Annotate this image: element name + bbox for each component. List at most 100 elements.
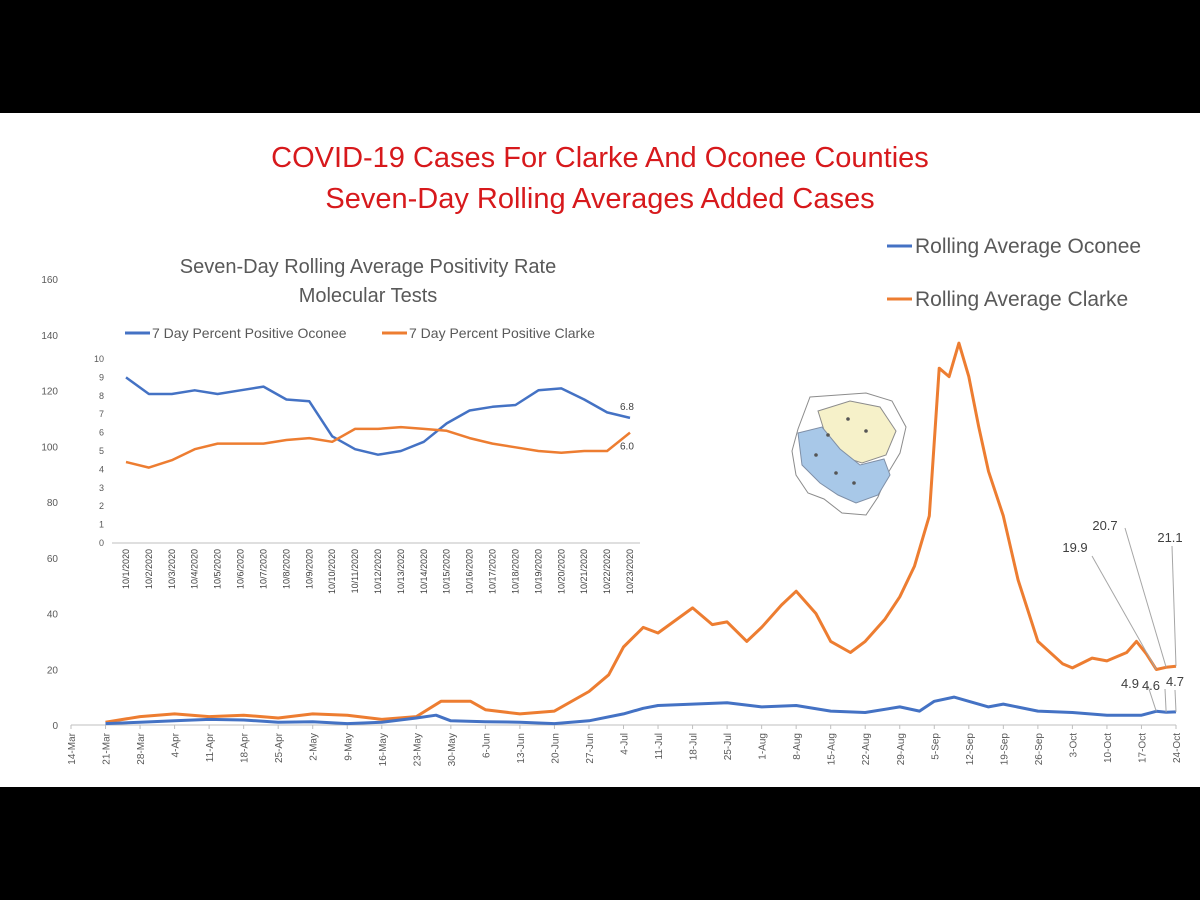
inset-x-tick-label: 10/8/2020 (281, 549, 291, 589)
inset-x-tick-label: 10/21/2020 (579, 549, 589, 594)
map-town-dot (846, 417, 850, 421)
map-town-dot (852, 481, 856, 485)
map-town-dot (826, 433, 830, 437)
inset-x-tick-label: 10/13/2020 (396, 549, 406, 594)
x-tick-label: 9-May (343, 733, 354, 761)
inset-y-tick-label: 4 (99, 464, 104, 474)
data-label: 4.7 (1166, 674, 1184, 689)
x-tick-label: 11-Jul (654, 733, 665, 760)
map-town-dot (864, 429, 868, 433)
page-title-line1: COVID-19 Cases For Clarke And Oconee Cou… (271, 142, 929, 174)
x-tick-label: 29-Aug (896, 733, 907, 765)
inset-x-tick-label: 10/5/2020 (213, 549, 223, 589)
chart-panel: COVID-19 Cases For Clarke And Oconee Cou… (0, 113, 1200, 787)
inset-y-tick-label: 2 (99, 501, 104, 511)
series-line-oconee (105, 695, 1177, 726)
map-town-dot (834, 471, 838, 475)
map-oconee-county (797, 426, 891, 504)
callout-leader (1164, 688, 1167, 713)
x-tick-label: 18-Jul (689, 733, 700, 760)
y-tick-label: 0 (52, 721, 58, 732)
x-tick-label: 27-Jun (585, 733, 596, 764)
inset-x-tick-label: 10/2/2020 (144, 549, 154, 589)
y-tick-label: 40 (47, 610, 59, 621)
callout-leader (1091, 555, 1157, 670)
x-tick-label: 13-Jun (516, 733, 527, 764)
positivity-inset-chart: Seven-Day Rolling Average Positivity Rat… (94, 256, 640, 594)
inset-x-tick-label: 10/6/2020 (236, 549, 246, 589)
x-tick-label: 10-Oct (1103, 733, 1114, 763)
inset-y-tick-label: 9 (99, 372, 104, 382)
x-tick-label: 5-Sep (930, 733, 941, 760)
x-tick-label: 24-Oct (1172, 733, 1183, 763)
inset-subtitle: Molecular Tests (299, 285, 438, 307)
x-tick-label: 3-Oct (1068, 733, 1079, 758)
y-tick-label: 20 (47, 665, 59, 676)
inset-y-tick-label: 10 (94, 354, 104, 364)
x-tick-label: 23-May (412, 733, 423, 766)
y-tick-label: 100 (41, 442, 58, 453)
inset-y-tick-label: 5 (99, 446, 104, 456)
y-tick-label: 120 (41, 387, 58, 398)
callout-leader (1171, 545, 1177, 667)
y-tick-label: 60 (47, 554, 59, 565)
inset-x-tick-label: 10/17/2020 (488, 549, 498, 594)
x-tick-label: 4-Jul (620, 733, 631, 755)
inset-data-label: 6.8 (620, 402, 634, 413)
series-line-clarke (105, 341, 1177, 724)
inset-y-tick-label: 1 (99, 520, 104, 530)
data-label: 19.9 (1062, 540, 1087, 555)
inset-x-tick-label: 10/9/2020 (304, 549, 314, 589)
x-tick-label: 28-Mar (136, 732, 147, 764)
y-tick-label: 80 (47, 498, 59, 509)
inset-x-tick-label: 10/14/2020 (419, 549, 429, 594)
inset-y-tick-label: 0 (99, 538, 104, 548)
x-tick-label: 15-Aug (827, 733, 838, 765)
callout-leader (1124, 527, 1167, 668)
inset-x-tick-label: 10/1/2020 (121, 549, 131, 589)
inset-x-tick-label: 10/11/2020 (350, 549, 360, 593)
x-tick-label: 14-Mar (67, 732, 78, 764)
inset-y-tick-label: 7 (99, 409, 104, 419)
inset-x-tick-label: 10/18/2020 (510, 549, 520, 594)
x-tick-label: 2-May (309, 733, 320, 761)
x-tick-label: 25-Apr (274, 732, 285, 763)
y-tick-label: 160 (41, 275, 58, 286)
legend-label: Rolling Average Oconee (915, 235, 1141, 258)
inset-series-line-clarke (125, 425, 631, 469)
inset-x-tick-label: 10/22/2020 (602, 549, 612, 594)
x-tick-label: 16-May (378, 733, 389, 766)
inset-title: Seven-Day Rolling Average Positivity Rat… (180, 256, 556, 278)
y-tick-label: 140 (41, 331, 58, 342)
inset-data-label: 6.0 (620, 442, 634, 453)
x-tick-label: 8-Aug (792, 733, 803, 760)
inset-x-tick-label: 10/15/2020 (442, 549, 452, 594)
inset-x-tick-label: 10/12/2020 (373, 549, 383, 594)
x-tick-label: 25-Jul (723, 733, 734, 760)
data-label: 4.6 (1142, 678, 1160, 693)
inset-legend-label: 7 Day Percent Positive Clarke (409, 325, 595, 341)
x-tick-label: 1-Aug (758, 733, 769, 760)
inset-y-tick-label: 3 (99, 483, 104, 493)
x-tick-label: 26-Sep (1034, 733, 1045, 766)
x-tick-label: 17-Oct (1137, 733, 1148, 763)
inset-legend-label: 7 Day Percent Positive Oconee (152, 325, 347, 341)
inset-x-tick-label: 10/20/2020 (556, 549, 566, 594)
x-tick-label: 22-Aug (861, 733, 872, 765)
inset-x-tick-label: 10/4/2020 (190, 549, 200, 589)
inset-x-tick-label: 10/16/2020 (465, 549, 475, 594)
callout-leader (1174, 689, 1177, 712)
x-tick-label: 6-Jun (481, 733, 492, 758)
x-tick-label: 30-May (447, 733, 458, 766)
page-title-line2: Seven-Day Rolling Averages Added Cases (325, 183, 875, 215)
inset-x-tick-label: 10/10/2020 (327, 549, 337, 594)
callout-leader (1147, 685, 1157, 712)
x-tick-label: 21-Mar (102, 732, 113, 764)
inset-x-tick-label: 10/3/2020 (167, 549, 177, 589)
inset-x-tick-label: 10/23/2020 (625, 549, 635, 594)
legend-label: Rolling Average Clarke (915, 288, 1128, 311)
inset-y-tick-label: 6 (99, 428, 104, 438)
x-tick-label: 11-Apr (205, 732, 216, 762)
